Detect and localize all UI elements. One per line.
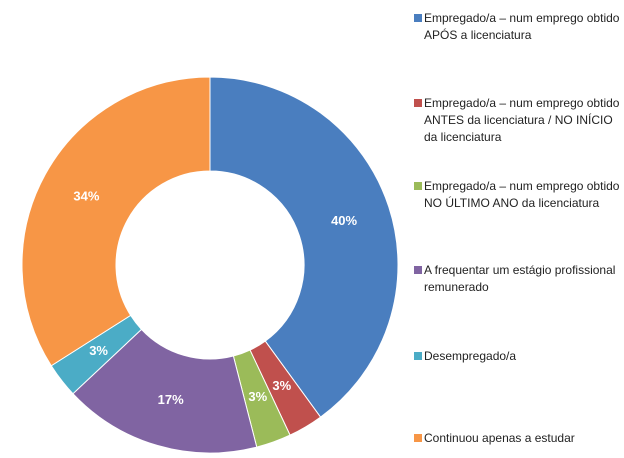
legend-entry: Empregado/a – num emprego obtido ANTES d…	[414, 95, 622, 146]
legend-entry: Continuou apenas a estudar	[414, 430, 622, 447]
legend-entry: Desempregado/a	[414, 348, 622, 365]
data-label: 34%	[73, 189, 99, 204]
legend-swatch	[414, 99, 422, 107]
legend-swatch	[414, 14, 422, 22]
donut-segment	[21, 76, 211, 367]
legend-swatch	[414, 352, 422, 360]
legend-label: Desempregado/a	[424, 349, 517, 363]
donut-segment	[209, 76, 399, 418]
legend-entry: A frequentar um estágio profissional rem…	[414, 262, 622, 296]
legend-label: Empregado/a – num emprego obtido APÓS a …	[424, 11, 620, 42]
legend-entry: Empregado/a – num emprego obtido NO ÚLTI…	[414, 178, 622, 212]
legend-label: Empregado/a – num emprego obtido NO ÚLTI…	[424, 179, 620, 210]
data-label: 3%	[272, 378, 291, 393]
data-label: 3%	[89, 343, 108, 358]
legend-swatch	[414, 182, 422, 190]
legend-label: A frequentar um estágio profissional rem…	[424, 263, 616, 294]
legend-entry: Empregado/a – num emprego obtido APÓS a …	[414, 10, 622, 44]
legend-label: Empregado/a – num emprego obtido ANTES d…	[424, 96, 620, 144]
donut-segment	[72, 328, 258, 454]
data-label: 40%	[331, 213, 357, 228]
legend-label: Continuou apenas a estudar	[424, 431, 575, 445]
data-label: 17%	[158, 392, 184, 407]
legend-swatch	[414, 266, 422, 274]
legend-swatch	[414, 434, 422, 442]
data-label: 3%	[248, 389, 267, 404]
